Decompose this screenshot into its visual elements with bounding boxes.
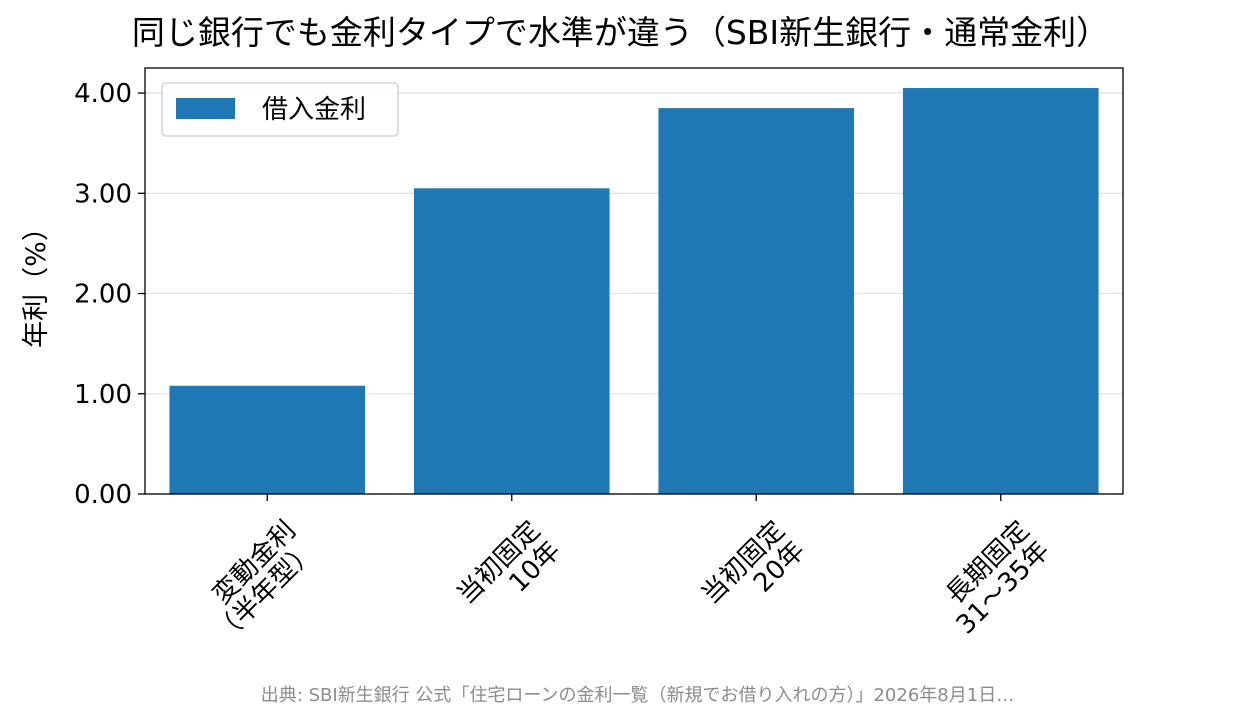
y-tick-label: 3.00 xyxy=(74,179,132,209)
bar xyxy=(902,88,1099,494)
legend-label: 借入金利 xyxy=(262,95,366,125)
y-tick-label: 2.00 xyxy=(74,280,132,310)
y-tick-label: 1.00 xyxy=(74,380,132,410)
x-tick-label: 当初固定20年 xyxy=(696,515,811,630)
source-note: 出典: SBI新生銀行 公式「住宅ローンの金利一覧（新規でお借り入れの方）」20… xyxy=(260,685,1015,706)
legend-swatch xyxy=(176,98,235,119)
chart-title: 同じ銀行でも金利タイプで水準が違う（SBI新生銀行・通常金利） xyxy=(131,13,1110,52)
y-tick-label: 4.00 xyxy=(74,79,132,109)
y-tick-label: 0.00 xyxy=(74,480,132,510)
bar-series xyxy=(169,88,1099,494)
x-axis: 変動金利（半年型） 当初固定10年 当初固定20年 長期固定31〜35年 xyxy=(189,494,1056,649)
bar xyxy=(658,108,855,494)
x-tick-label: 変動金利（半年型） xyxy=(189,515,322,648)
y-axis-label: 年利（%） xyxy=(21,214,52,348)
legend: 借入金利 xyxy=(161,82,399,137)
x-tick-label: 長期固定31〜35年 xyxy=(931,515,1056,640)
legend-box xyxy=(161,82,399,137)
y-axis: 0.00 1.00 2.00 3.00 4.00 xyxy=(74,79,145,510)
bar xyxy=(169,385,366,494)
x-tick-label: 当初固定10年 xyxy=(452,515,567,630)
plot-frame xyxy=(144,67,1124,495)
bar xyxy=(413,188,610,494)
